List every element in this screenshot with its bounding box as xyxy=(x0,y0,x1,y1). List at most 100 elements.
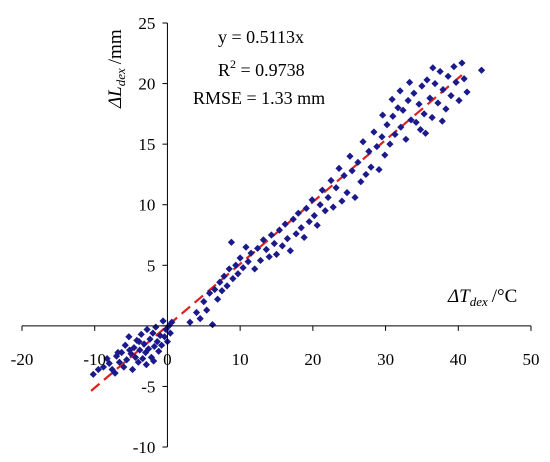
x-tick-label: -10 xyxy=(83,350,106,369)
data-point xyxy=(103,354,111,363)
data-point xyxy=(294,209,302,217)
data-point xyxy=(137,330,145,338)
data-point xyxy=(357,178,365,186)
data-point xyxy=(114,348,122,357)
data-point xyxy=(379,111,387,119)
data-point xyxy=(142,361,150,369)
data-point xyxy=(118,348,126,357)
data-point xyxy=(256,256,265,265)
data-point xyxy=(289,215,297,223)
data-point xyxy=(396,87,404,95)
data-point xyxy=(158,341,166,349)
rmse-annotation: RMSE = 1.33 mm xyxy=(193,88,325,108)
data-point xyxy=(300,233,308,242)
y-tick-label: -5 xyxy=(141,377,155,396)
x-tick-label: 30 xyxy=(377,350,394,369)
data-point xyxy=(386,140,394,148)
data-point xyxy=(313,221,321,229)
data-point xyxy=(127,350,135,358)
data-point xyxy=(407,116,415,124)
data-point xyxy=(452,78,460,86)
data-point xyxy=(253,244,262,252)
data-point xyxy=(159,317,167,325)
data-point xyxy=(439,86,447,94)
data-point xyxy=(142,348,150,357)
data-point xyxy=(168,318,176,326)
data-point xyxy=(234,270,242,278)
data-point xyxy=(415,100,423,108)
data-point xyxy=(426,94,434,102)
data-point xyxy=(378,133,386,141)
data-point xyxy=(302,204,310,212)
data-point xyxy=(186,318,194,326)
r-squared-annotation: R2 = 0.9738 xyxy=(218,57,305,80)
data-point xyxy=(247,249,255,257)
data-point xyxy=(262,245,270,254)
data-point xyxy=(351,193,359,202)
data-point xyxy=(297,224,305,232)
data-point xyxy=(270,239,278,248)
data-point xyxy=(140,340,148,348)
data-point xyxy=(272,250,281,258)
data-point xyxy=(152,323,160,331)
data-point xyxy=(94,365,102,374)
data-point xyxy=(136,346,144,354)
data-point xyxy=(354,158,362,166)
data-point xyxy=(346,152,354,160)
data-point xyxy=(112,352,121,360)
y-tick-label: -10 xyxy=(133,438,156,457)
data-point xyxy=(239,264,247,272)
data-point xyxy=(131,353,140,361)
data-point xyxy=(431,79,439,88)
equation-annotation: y = 0.5113x xyxy=(218,27,304,47)
tick-labels: -20 -10 0 10 20 30 40 50 -10 -5 5 10 15 20 25 xyxy=(11,14,540,457)
data-point xyxy=(162,325,170,334)
data-point xyxy=(343,189,351,197)
data-point xyxy=(149,329,157,337)
data-point xyxy=(192,308,201,317)
data-point xyxy=(225,265,233,273)
data-point xyxy=(292,230,300,238)
data-point xyxy=(450,63,458,71)
y-tick-label: 20 xyxy=(138,75,155,94)
data-point xyxy=(381,151,389,159)
data-point xyxy=(123,356,131,364)
data-point xyxy=(229,275,237,283)
data-point xyxy=(438,117,446,125)
data-point xyxy=(383,121,391,129)
data-points xyxy=(89,59,486,378)
y-tick-label: 25 xyxy=(138,14,155,33)
data-point xyxy=(308,196,316,204)
data-point xyxy=(321,207,329,215)
data-point xyxy=(206,289,214,297)
data-point xyxy=(394,104,402,112)
data-point xyxy=(367,163,375,171)
data-point xyxy=(362,170,370,179)
data-point xyxy=(402,135,410,143)
data-point xyxy=(265,253,273,261)
data-point xyxy=(370,128,378,136)
data-point xyxy=(335,164,343,172)
data-point xyxy=(121,341,129,349)
data-point xyxy=(286,247,294,255)
data-point xyxy=(115,358,124,366)
data-point xyxy=(281,220,289,228)
data-point xyxy=(128,365,137,374)
data-point xyxy=(126,346,134,354)
data-point xyxy=(218,287,226,295)
data-point xyxy=(89,370,97,378)
data-point xyxy=(125,333,133,341)
x-tick-label: 10 xyxy=(232,350,249,369)
data-point xyxy=(135,338,143,346)
x-tick-label: 20 xyxy=(304,350,321,369)
data-point xyxy=(283,235,292,243)
data-point xyxy=(211,285,219,294)
data-point xyxy=(120,363,128,371)
data-point xyxy=(405,78,414,86)
data-point xyxy=(423,76,431,84)
data-point xyxy=(203,306,211,314)
data-point xyxy=(200,298,208,306)
axes xyxy=(21,22,532,448)
data-point xyxy=(365,147,373,156)
